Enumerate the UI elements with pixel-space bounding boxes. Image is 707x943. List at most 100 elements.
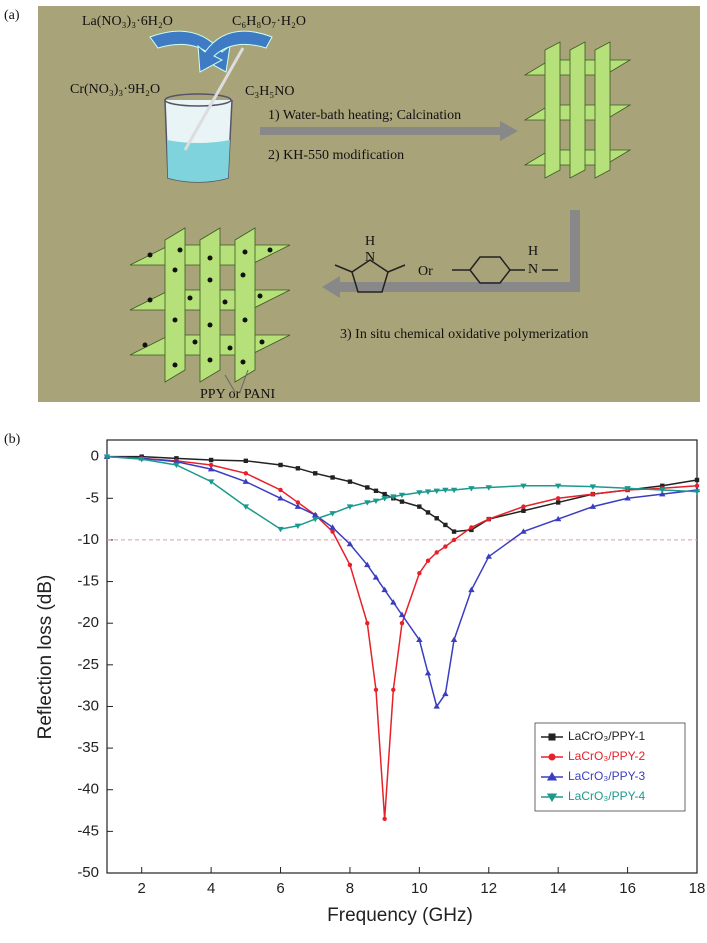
y-tick-label: -15 <box>77 573 99 590</box>
legend-marker <box>546 793 558 803</box>
data-point <box>450 636 458 643</box>
data-point <box>347 562 353 568</box>
data-point <box>659 490 666 497</box>
data-point <box>660 483 665 488</box>
data-point <box>382 491 387 497</box>
polymer-dot <box>207 322 213 328</box>
data-point <box>469 527 474 533</box>
data-point <box>433 488 440 494</box>
data-point <box>242 504 250 510</box>
data-point <box>468 586 475 593</box>
reagent: La(NO₃)₃·6H₂O <box>82 14 173 29</box>
y-axis-label: Reflection loss (dB) <box>35 575 56 740</box>
pointer <box>224 374 236 393</box>
data-point <box>443 544 448 549</box>
legend-label: LaCrO₃/PPY-4 <box>568 789 645 803</box>
data-point <box>330 529 335 534</box>
data-point <box>555 500 561 505</box>
panel-label: (a) <box>4 8 20 23</box>
data-point <box>694 483 700 488</box>
y-tick-label: -25 <box>77 656 99 673</box>
reagent: C₃H₅NO <box>245 84 294 99</box>
data-point <box>312 511 319 518</box>
y-tick-label: -30 <box>77 697 99 714</box>
data-point <box>424 489 432 495</box>
data-point <box>365 485 370 490</box>
x-tick-label: 16 <box>619 880 636 897</box>
data-point <box>468 486 475 492</box>
data-point <box>243 471 249 476</box>
connector: Or <box>418 264 433 279</box>
data-point <box>390 599 397 605</box>
data-point <box>330 475 335 480</box>
series-line <box>106 455 698 709</box>
data-point <box>312 516 319 523</box>
process-arrow <box>322 210 580 298</box>
polymer-dot <box>242 249 248 255</box>
data-point <box>103 454 111 460</box>
polymer-dot <box>240 272 246 278</box>
data-point <box>381 496 388 502</box>
data-point <box>347 479 353 484</box>
polymer-dot <box>172 362 178 368</box>
polymer-dot <box>240 359 246 365</box>
step-label: 2) KH-550 modification <box>268 148 404 163</box>
x-tick-label: 4 <box>207 880 215 897</box>
x-tick-label: 10 <box>411 880 428 897</box>
legend-label: LaCrO₃/PPY-1 <box>568 729 645 743</box>
data-point <box>295 466 301 471</box>
data-point <box>442 690 449 697</box>
polymer-dot <box>257 293 263 299</box>
data-point <box>424 669 432 676</box>
data-point <box>243 458 249 464</box>
data-point <box>425 558 431 563</box>
polymer-dot <box>259 339 265 345</box>
polymer-dot <box>172 317 178 323</box>
polymer-dot <box>187 295 193 301</box>
data-point <box>416 490 423 496</box>
data-point <box>425 510 431 515</box>
data-point <box>624 486 631 492</box>
polymer-dot <box>267 247 273 253</box>
data-point <box>372 498 380 504</box>
data-point <box>277 495 284 501</box>
polymer-dot <box>242 317 248 323</box>
data-point <box>207 465 215 472</box>
atom-label: H <box>365 234 375 249</box>
polymer-dot <box>147 252 153 258</box>
data-point <box>173 458 180 464</box>
data-point <box>278 487 283 493</box>
polymer-dot <box>172 267 178 273</box>
data-point <box>294 503 302 509</box>
legend-label: LaCrO₃/PPY-3 <box>568 769 645 783</box>
reagent: Cr(NO₃)₃·9H₂O <box>70 82 160 97</box>
data-point <box>443 522 448 528</box>
data-point <box>520 483 527 489</box>
polymer-dot <box>207 357 213 363</box>
data-point <box>346 504 354 510</box>
data-point <box>451 537 457 543</box>
data-point <box>390 494 397 500</box>
data-point <box>277 526 284 533</box>
y-tick-label: -20 <box>77 614 99 631</box>
atom-label: N <box>365 250 375 265</box>
data-point <box>208 457 214 463</box>
data-point <box>364 500 371 506</box>
legend-marker <box>548 733 556 741</box>
step-label: 3) In situ chemical oxidative polymeriza… <box>340 327 588 342</box>
data-point <box>433 703 440 709</box>
data-point <box>173 462 180 469</box>
y-tick-label: -10 <box>77 531 99 548</box>
curved-arrow <box>197 30 273 73</box>
x-tick-label: 6 <box>276 880 284 897</box>
data-point <box>451 529 457 534</box>
legend-label: LaCrO₃/PPY-2 <box>568 749 645 763</box>
polymer-dot <box>227 345 233 351</box>
series-line <box>106 455 698 530</box>
process-arrow <box>260 121 518 141</box>
x-tick-label: 2 <box>138 880 146 897</box>
data-point <box>442 487 449 494</box>
data-point <box>242 478 250 484</box>
data-point <box>294 523 302 529</box>
